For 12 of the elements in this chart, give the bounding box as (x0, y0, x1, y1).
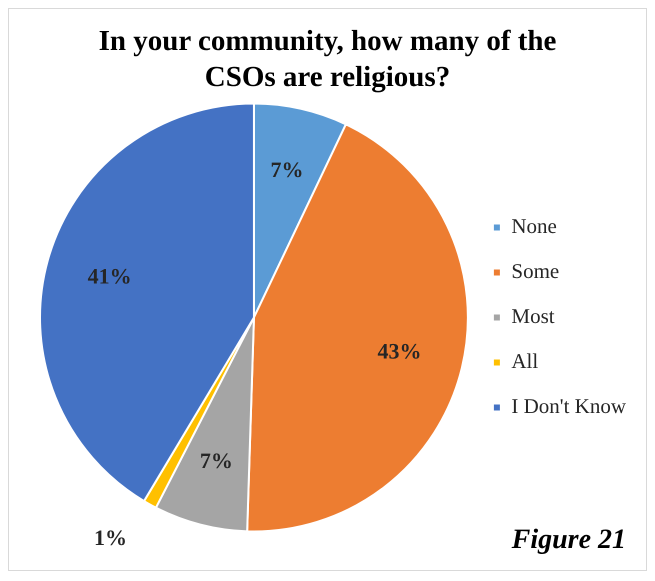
chart-title: In your community, how many of the CSOs are religious? (98, 24, 558, 95)
legend-label: Some (511, 259, 560, 284)
legend-label: Most (511, 304, 555, 328)
legend-label: None (511, 214, 557, 238)
data-label: 43% (377, 338, 422, 364)
legend-label: I Don't Know (511, 394, 627, 418)
data-label: 41% (88, 263, 132, 288)
data-label: 1% (94, 525, 127, 550)
legend-label: All (511, 349, 538, 374)
caption: Figure 21 (510, 524, 626, 555)
data-label: 7% (200, 448, 233, 474)
data-label: 7% (270, 157, 304, 182)
